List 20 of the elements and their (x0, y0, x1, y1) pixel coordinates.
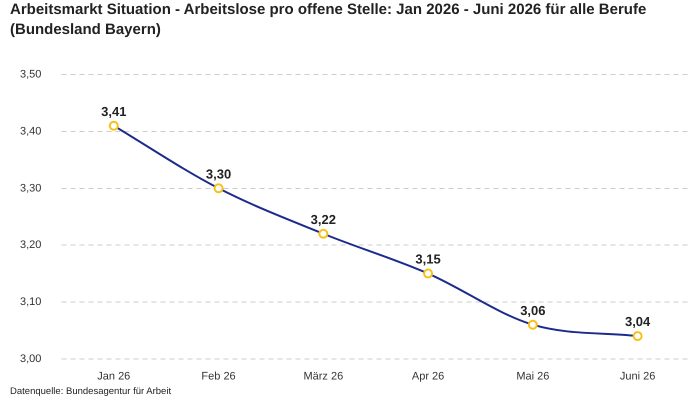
y-tick-label: 3,20 (20, 239, 42, 252)
x-tick-label: Apr 26 (412, 370, 444, 382)
y-tick-label: 3,30 (20, 182, 42, 194)
y-tick-label: 3,50 (20, 68, 42, 81)
data-label: 3,06 (520, 302, 546, 318)
data-label: 3,30 (206, 166, 232, 182)
data-label: 3,04 (624, 314, 652, 330)
x-tick-label: März 26 (303, 370, 344, 382)
data-label: 3,15 (415, 252, 441, 267)
x-tick-label: Mai 26 (516, 370, 550, 382)
y-tick-label: 3,00 (20, 352, 42, 365)
x-tick-label: Feb 26 (201, 370, 236, 382)
y-tick-label: 3,10 (20, 296, 42, 308)
text: Datenquelle: Bundesagentur für Arbeit (10, 386, 172, 397)
data-label: 3,41 (101, 104, 126, 119)
x-tick-label: Jan 26 (97, 370, 130, 382)
data-label: 3,22 (310, 212, 336, 227)
x-tick-label: Juni 26 (620, 370, 656, 382)
y-tick-label: 3,40 (20, 125, 42, 138)
chart-title: Arbeitsmarkt Situation - Arbeitslose pro offene Stelle: Jan 2026 - Juni 2026 für alle Berufe (Bundesland Bayern) (10, 0, 648, 40)
